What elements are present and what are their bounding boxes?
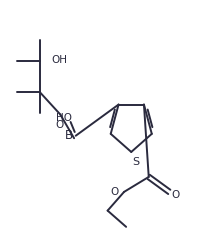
Text: B: B (65, 128, 73, 141)
Text: O: O (110, 186, 118, 196)
Text: O: O (55, 120, 63, 130)
Text: S: S (132, 157, 139, 167)
Text: OH: OH (51, 55, 67, 64)
Text: O: O (171, 190, 179, 200)
Text: HO: HO (56, 112, 72, 122)
